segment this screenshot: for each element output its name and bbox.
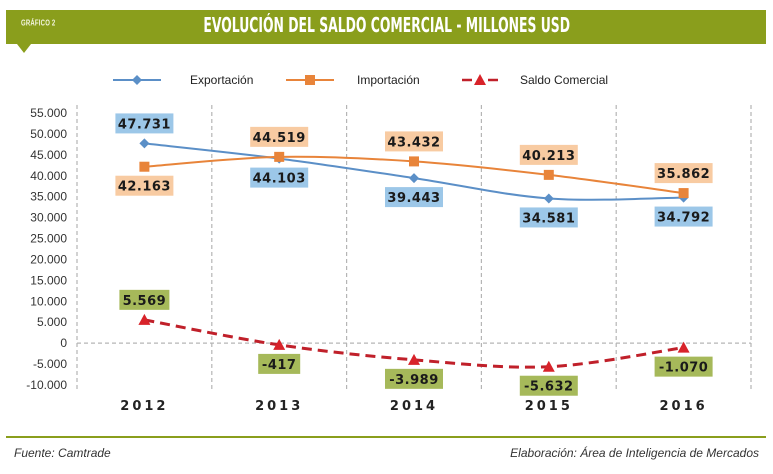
data-label: 42.163 [118,180,171,195]
data-point-square [409,156,419,167]
data-label-box [250,126,309,147]
data-point-triangle [542,360,555,372]
credit-note: Elaboración: Área de Inteligencia de Mer… [510,446,759,460]
data-label: -417 [262,358,297,373]
y-tick-label: 0 [60,336,67,350]
data-point-diamond [139,138,150,149]
legend-marker-square [305,75,315,85]
data-label: 39.443 [387,191,440,206]
data-label: 35.862 [657,167,710,182]
data-point-diamond [409,173,419,184]
legend-marker-diamond [132,75,142,85]
data-label-box [385,368,443,389]
data-label-box [119,289,170,310]
data-label: 47.731 [118,117,171,132]
data-label-box [250,167,309,188]
y-tick-label: 10.000 [30,294,67,308]
y-tick-label: 35.000 [30,190,67,204]
y-tick-label: 40.000 [30,169,67,183]
legend-label: Exportación [190,73,253,87]
chart-title: EVOLUCIÓN DEL SALDO COMERCIAL - MILLONES… [203,13,571,37]
data-label: -1.070 [659,361,709,376]
y-tick-label: 25.000 [30,232,67,246]
data-label: -3.989 [389,373,439,388]
source-note: Fuente: Camtrade [14,446,111,460]
data-label-box [115,113,174,134]
data-label: 5.569 [123,294,167,309]
data-label: -5.632 [524,380,574,395]
y-tick-label: 15.000 [30,273,67,287]
data-label-box [385,131,443,152]
data-point-triangle [677,341,690,353]
y-tick-label: 20.000 [30,252,67,266]
data-label: 43.432 [387,135,440,150]
x-tick-label: 2014 [390,399,438,414]
title-banner [6,10,766,44]
data-point-triangle [138,313,151,325]
data-label: 34.581 [522,211,575,226]
data-label-box [258,353,301,374]
y-tick-label: 45.000 [30,148,67,162]
footer-divider [6,436,766,438]
data-label: 44.103 [253,172,306,187]
x-tick-label: 2016 [660,399,708,414]
data-label-box [519,144,578,165]
y-tick-label: -10.000 [26,378,67,392]
data-point-triangle [408,353,420,365]
data-point-square [274,151,285,162]
x-tick-label: 2013 [255,399,303,414]
y-tick-label: 55.000 [30,106,67,120]
data-label-box [115,175,174,196]
legend-label: Importación [357,73,420,87]
data-label: 34.792 [657,211,710,226]
data-point-triangle [273,338,286,350]
data-label-box [385,187,443,208]
data-label-box [519,375,578,396]
data-point-diamond [543,193,554,204]
data-label: 40.213 [522,149,575,164]
y-tick-label: 30.000 [30,211,67,225]
legend-label: Saldo Comercial [520,73,608,87]
legend-marker-triangle [474,74,486,85]
data-label: 44.519 [253,131,306,146]
x-tick-label: 2015 [525,399,573,414]
x-tick-label: 2012 [120,399,168,414]
y-tick-label: 5.000 [37,315,67,329]
banner-pointer [17,44,31,53]
data-label-box [519,207,578,228]
data-label-box [654,356,713,377]
data-label-box [654,206,713,227]
y-tick-label: 50.000 [30,127,67,141]
figure-label: GRÁFICO 2 [21,19,56,29]
data-point-square [543,169,554,180]
data-label-box [654,163,713,184]
data-point-square [678,188,689,199]
data-point-square [139,161,150,172]
y-tick-label: -5.000 [33,357,67,371]
